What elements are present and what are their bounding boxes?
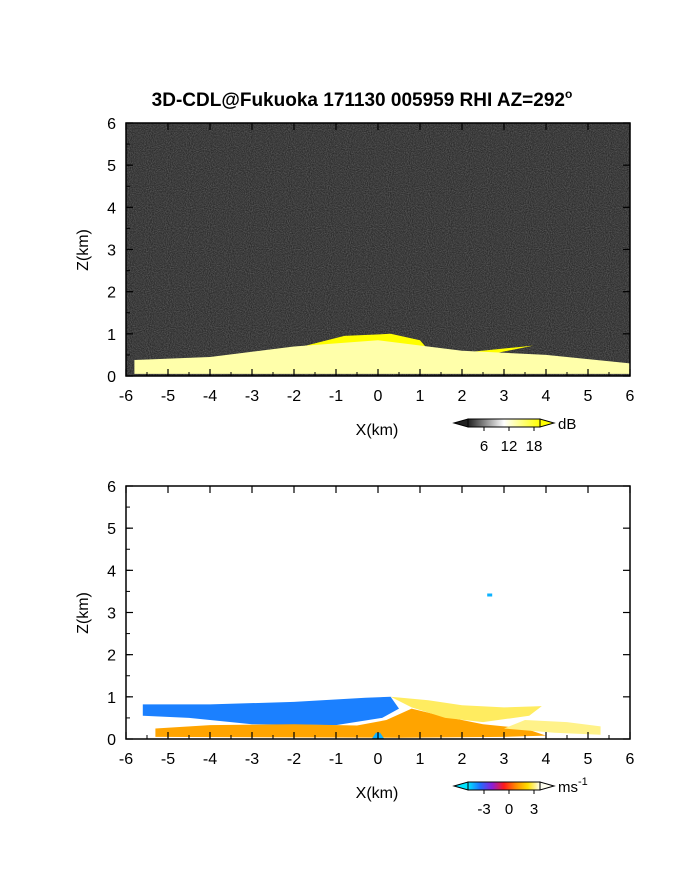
colorbar-tick-label: 3 [530, 801, 538, 818]
y-tick-label: 6 [107, 479, 116, 496]
x-tick-label: -5 [161, 388, 175, 405]
y-tick-label: 5 [107, 158, 116, 175]
colorbar-tick-label: 12 [501, 438, 518, 455]
y-tick-label: 2 [107, 648, 116, 665]
y-tick-label: 3 [107, 606, 116, 623]
y-tick-label: 0 [107, 732, 116, 749]
y-tick-label: 4 [107, 563, 116, 580]
y-tick-label: 2 [107, 285, 116, 302]
x-tick-label: -4 [203, 751, 217, 768]
x-tick-label: 1 [416, 751, 425, 768]
chart-1-ylabel: Z(km) [75, 229, 92, 271]
x-tick-label: 5 [584, 388, 593, 405]
x-tick-label: -6 [119, 388, 133, 405]
y-tick-label: 3 [107, 243, 116, 260]
y-tick-label: 1 [107, 690, 116, 707]
x-tick-label: -1 [329, 751, 343, 768]
y-tick-label: 0 [107, 369, 116, 386]
chart-1-colorbar: dB 6 12 18 [452, 416, 576, 455]
chart-2-xlabel: X(km) [356, 785, 399, 802]
chart-2-plot: -6 -5 -4 -3 -2 -1 0 1 2 3 4 5 6 0 1 2 3 4 5 6 [107, 479, 634, 768]
x-tick-label: 1 [416, 388, 425, 405]
y-tick-label: 5 [107, 521, 116, 538]
chart-2-colorbar: ms-1 -3 0 3 [452, 776, 588, 818]
region-weak-echo-layer [134, 340, 630, 374]
colorbar-tick-label: 6 [480, 438, 488, 455]
x-tick-label: -2 [287, 388, 301, 405]
x-tick-label: 5 [584, 751, 593, 768]
y-tick-label: 6 [107, 116, 116, 133]
x-tick-label: -1 [329, 388, 343, 405]
x-tick-label: 0 [374, 751, 383, 768]
x-tick-label: -3 [245, 388, 259, 405]
x-tick-label: 6 [626, 388, 635, 405]
x-tick-label: -2 [287, 751, 301, 768]
colorbar-low-arrow [452, 781, 469, 791]
y-tick-label: 4 [107, 200, 116, 217]
x-tick-label: -3 [245, 751, 259, 768]
region-far-echo [504, 720, 601, 735]
x-tick-label: 4 [542, 751, 551, 768]
colorbar-high-arrow [539, 418, 556, 428]
colorbar-unit: ms-1 [558, 776, 588, 796]
x-tick-label: -4 [203, 388, 217, 405]
chart-1-title: 3D-CDL@Fukuoka 171130 005959 RHI AZ=292o [152, 87, 573, 111]
region-inflow-layer [155, 708, 546, 738]
colorbar-unit-superscript: -1 [578, 776, 588, 788]
x-tick-label: -6 [119, 751, 133, 768]
colorbar-unit: dB [558, 416, 576, 433]
colorbar-bar [467, 418, 541, 428]
region-outflow-layer [142, 696, 400, 726]
colorbar-tick-label: 0 [505, 801, 513, 818]
chart-1-xlabel: X(km) [356, 422, 399, 439]
y-tick-label: 1 [107, 327, 116, 344]
x-tick-label: 2 [458, 751, 467, 768]
x-tick-label: 2 [458, 388, 467, 405]
region-isolated-pixel [487, 593, 493, 597]
chart-2-background [126, 486, 630, 739]
colorbar-tick-label: 18 [526, 438, 543, 455]
colorbar-low-arrow [452, 418, 469, 428]
chart-1-plot: -6 -5 -4 -3 -2 -1 0 1 2 3 4 5 6 0 1 2 3 4 5 6 [107, 116, 634, 405]
x-tick-label: -5 [161, 751, 175, 768]
x-tick-label: 3 [500, 388, 509, 405]
x-tick-label: 0 [374, 388, 383, 405]
x-tick-label: 4 [542, 388, 551, 405]
colorbar-high-arrow [539, 781, 556, 791]
x-tick-label: 6 [626, 751, 635, 768]
region-upper-outflow [390, 696, 542, 723]
chart-1-noise [126, 123, 630, 376]
colorbar-bar [467, 781, 541, 791]
colorbar-tick-label: -3 [477, 801, 490, 818]
x-tick-label: 3 [500, 751, 509, 768]
chart-2-ylabel: Z(km) [75, 592, 92, 634]
